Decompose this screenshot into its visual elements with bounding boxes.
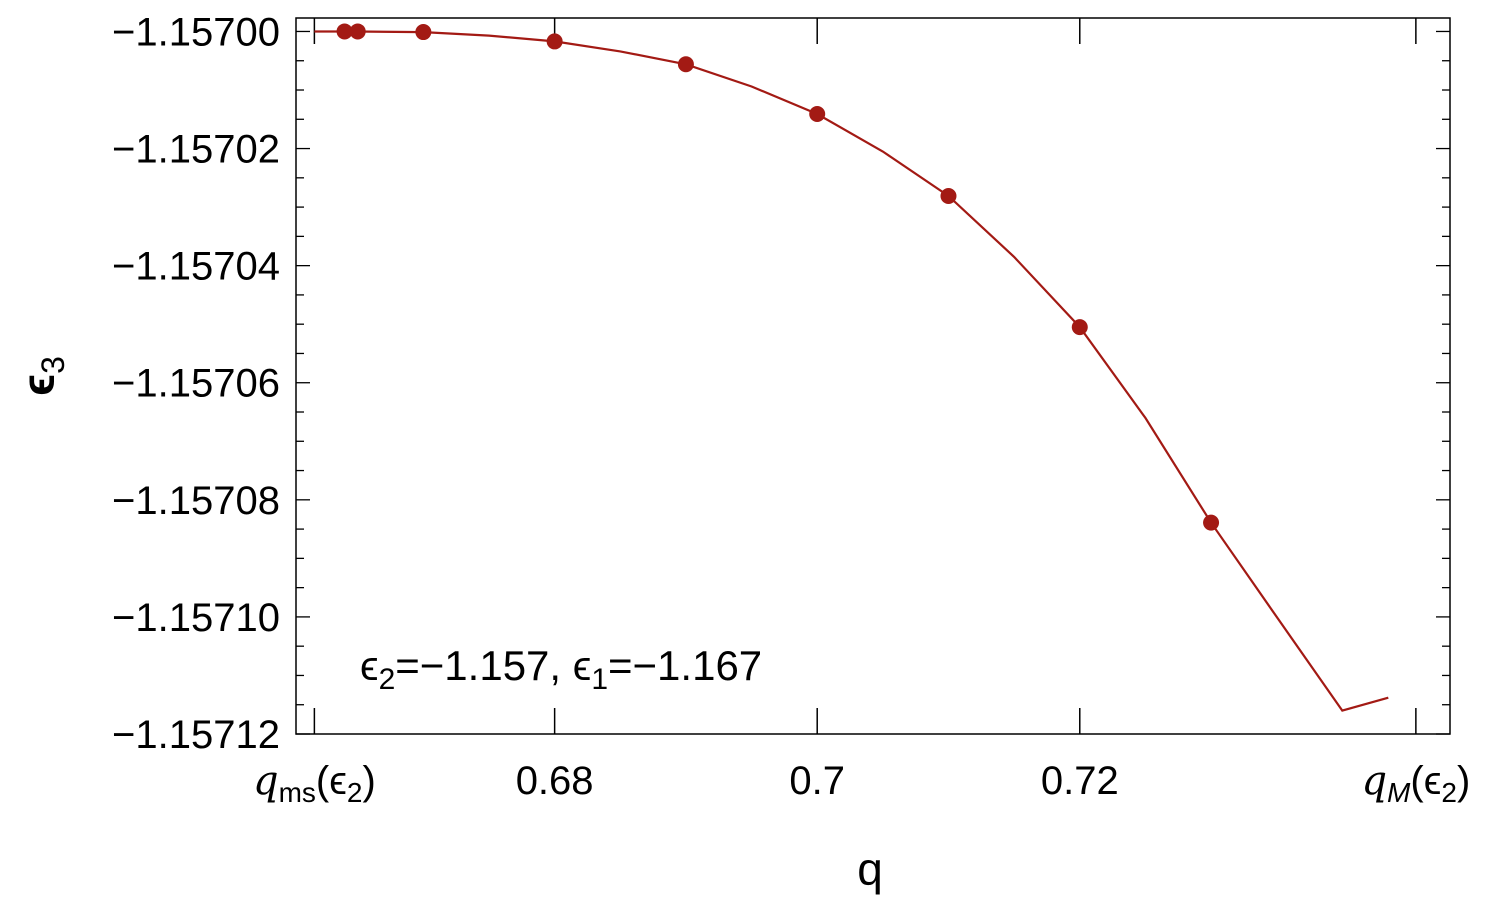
x-tick-label: 0.72 [1041,759,1119,803]
y-tick-label: −1.15712 [112,713,280,757]
fit-curve [314,30,1389,712]
plot-frame [295,17,1451,735]
y-tick-label: −1.15702 [112,128,280,172]
data-point [1071,319,1088,336]
data-point [940,187,957,204]
x-axis-ticks: qms(ϵ2) 0.68 0.7 0.72 qM(ϵ2) [253,18,1470,808]
y-tick-label: −1.15704 [112,245,280,289]
data-point [1203,514,1220,531]
x-tick-label: qms(ϵ2) [253,758,376,808]
data-point [809,106,826,123]
data-point [415,24,432,41]
data-point [546,33,563,50]
data-point [677,56,694,73]
data-points [336,23,1220,531]
data-point [336,23,353,40]
x-tick-label: 0.7 [789,759,845,803]
parameter-annotation: ϵ2=−1.157, ϵ1=−1.167 [360,642,762,696]
y-tick-label: −1.15710 [112,596,280,640]
y-tick-label: −1.15706 [112,362,280,406]
y-tick-label: −1.15700 [112,10,280,54]
y-axis-title: ϵ3 [12,356,71,396]
x-tick-label: qM(ϵ2) [1361,758,1470,808]
y-axis-ticks: −1.15700 −1.15702 −1.15704 −1.15706 −1.15708… [112,10,1450,757]
x-tick-label: 0.68 [516,759,594,803]
data-point [349,23,366,40]
y-tick-label: −1.15708 [112,479,280,523]
x-axis-title: q [857,843,883,895]
